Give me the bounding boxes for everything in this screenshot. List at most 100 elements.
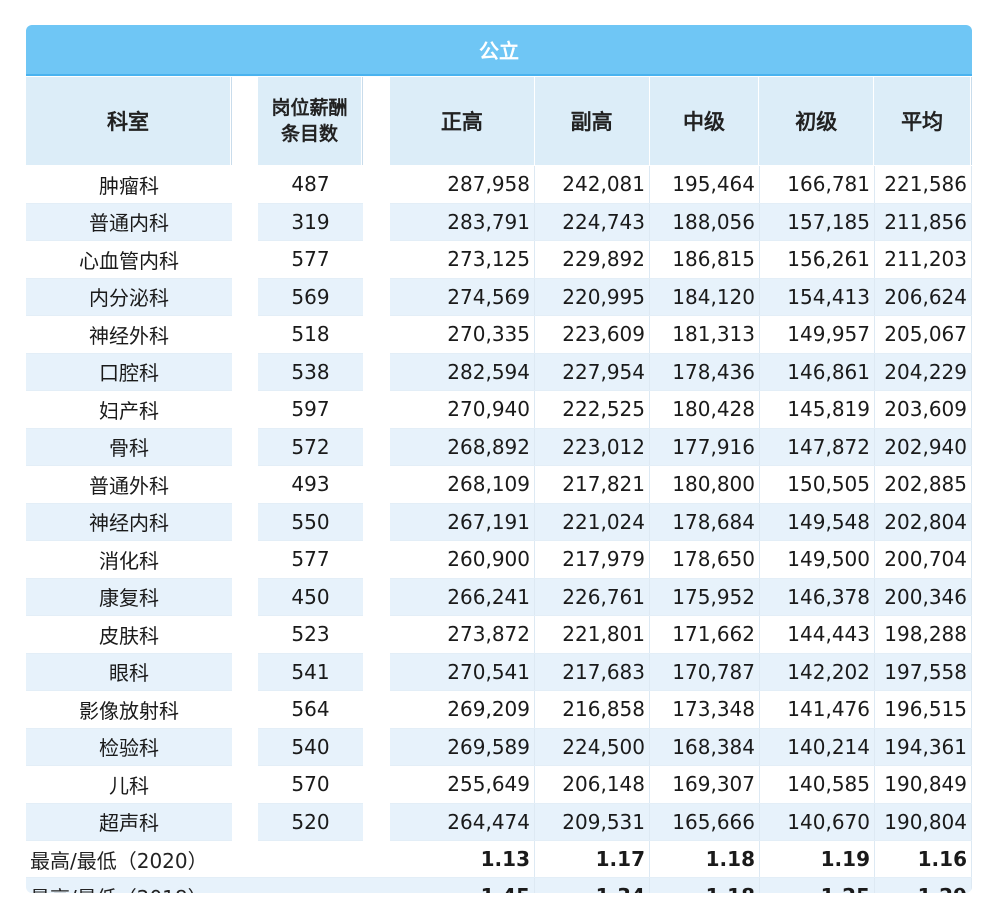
dept-name: 眼科: [109, 661, 149, 686]
salary-value: 173,348: [650, 691, 760, 728]
salary-value: 266,241: [390, 578, 535, 615]
table-row: 超声科: [26, 803, 232, 841]
dept-name: 口腔科: [99, 361, 159, 386]
salary-value: 209,531: [535, 803, 650, 840]
salary-value: 264,474: [390, 803, 535, 840]
salary-value: 190,804: [875, 803, 972, 840]
salary-value: 216,858: [535, 691, 650, 728]
salary-value: 255,649: [390, 766, 535, 803]
salary-value: 147,872: [760, 428, 875, 465]
table-row: 282,594 227,954 178,436 146,861 204,229: [390, 353, 972, 391]
salary-value: 273,872: [390, 616, 535, 653]
table-row: 影像放射科: [26, 691, 232, 729]
entry-count: 540: [291, 734, 330, 759]
table-row: 518: [258, 316, 363, 354]
header-count: 岗位薪酬 条目数: [258, 77, 363, 165]
table-row: 538: [258, 353, 363, 391]
salary-value: 206,624: [875, 278, 972, 315]
table-row: 540: [258, 728, 363, 766]
summary-value: 1.17: [535, 841, 650, 877]
salary-value: 165,666: [650, 803, 760, 840]
salary-value: 205,067: [875, 316, 972, 353]
table-row: 450: [258, 578, 363, 616]
header-level: 初级: [759, 77, 875, 165]
header-level: 正高: [390, 77, 535, 165]
salary-value: 178,436: [650, 353, 760, 390]
salary-value: 149,957: [760, 316, 875, 353]
header-levels: 正高 副高 中级 初级 平均: [390, 77, 972, 165]
dept-name: 心血管内科: [79, 248, 179, 273]
count-column: 487 319 577 569 518 538 597 572 493 550 577 450 523 5…: [258, 166, 363, 841]
table-row: 274,569 220,995 184,120 154,413 206,624: [390, 278, 972, 316]
entry-count: 569: [291, 284, 330, 309]
dept-name: 普通外科: [89, 473, 169, 498]
salary-value: 224,500: [535, 728, 650, 765]
salary-value: 221,801: [535, 616, 650, 653]
dept-name: 神经外科: [89, 323, 169, 348]
entry-count: 570: [291, 772, 330, 797]
salary-value: 178,650: [650, 541, 760, 578]
salary-value: 146,378: [760, 578, 875, 615]
salary-value: 144,443: [760, 616, 875, 653]
dept-name: 影像放射科: [79, 698, 179, 723]
salary-value: 196,515: [875, 691, 972, 728]
entry-count: 520: [291, 809, 330, 834]
salary-value: 229,892: [535, 241, 650, 278]
salary-value: 221,024: [535, 503, 650, 540]
salary-value: 226,761: [535, 578, 650, 615]
salary-value: 198,288: [875, 616, 972, 653]
salary-value: 223,012: [535, 428, 650, 465]
salary-value: 267,191: [390, 503, 535, 540]
dept-name: 皮肤科: [99, 623, 159, 648]
summary-value: 1.25: [760, 878, 875, 893]
salary-value: 146,861: [760, 353, 875, 390]
entry-count: 538: [291, 359, 330, 384]
entry-count: 564: [291, 697, 330, 722]
header-count-line1: 岗位薪酬: [271, 97, 348, 119]
salary-value: 269,209: [390, 691, 535, 728]
table-row: 264,474 209,531 165,666 140,670 190,804: [390, 803, 972, 841]
salary-value: 157,185: [760, 203, 875, 240]
table-row: 眼科: [26, 653, 232, 691]
salary-value: 177,916: [650, 428, 760, 465]
summary-value: 1.45: [390, 878, 535, 893]
salary-value: 145,819: [760, 391, 875, 428]
summary-value: 1.13: [390, 841, 535, 877]
summary-label: 最高/最低（2020）: [30, 848, 208, 873]
table-row: 普通外科: [26, 466, 232, 504]
salary-value: 186,815: [650, 241, 760, 278]
summary-label: 最高/最低（2018）: [30, 882, 208, 894]
salary-value: 202,940: [875, 428, 972, 465]
salary-value: 220,995: [535, 278, 650, 315]
table-row: 268,109 217,821 180,800 150,505 202,885: [390, 466, 972, 504]
salary-value: 180,428: [650, 391, 760, 428]
entry-count: 550: [291, 509, 330, 534]
table-row: 内分泌科: [26, 278, 232, 316]
table-row: 普通内科: [26, 203, 232, 241]
entry-count: 577: [291, 247, 330, 272]
table-row: 550: [258, 503, 363, 541]
salary-value: 140,585: [760, 766, 875, 803]
table-row: 577: [258, 241, 363, 279]
salary-value: 260,900: [390, 541, 535, 578]
salary-value: 242,081: [535, 166, 650, 203]
salary-value: 181,313: [650, 316, 760, 353]
salary-value: 270,940: [390, 391, 535, 428]
entry-count: 518: [291, 322, 330, 347]
summary-row-2020: 最高/最低（2020） 1.13 1.17 1.18 1.19 1.16: [26, 841, 972, 878]
salary-value: 150,505: [760, 466, 875, 503]
salary-value: 190,849: [875, 766, 972, 803]
summary-value: 1.34: [535, 878, 650, 893]
dept-name: 消化科: [99, 548, 159, 573]
table-row: 肿瘤科: [26, 166, 232, 204]
table-row: 597: [258, 391, 363, 429]
dept-name: 内分泌科: [89, 286, 169, 311]
salary-value: 180,800: [650, 466, 760, 503]
entry-count: 541: [291, 659, 330, 684]
table-row: 283,791 224,743 188,056 157,185 211,856: [390, 203, 972, 241]
table-row: 520: [258, 803, 363, 841]
salary-value: 268,109: [390, 466, 535, 503]
salary-value: 287,958: [390, 166, 535, 203]
salary-value: 227,954: [535, 353, 650, 390]
table-row: 269,209 216,858 173,348 141,476 196,515: [390, 691, 972, 729]
